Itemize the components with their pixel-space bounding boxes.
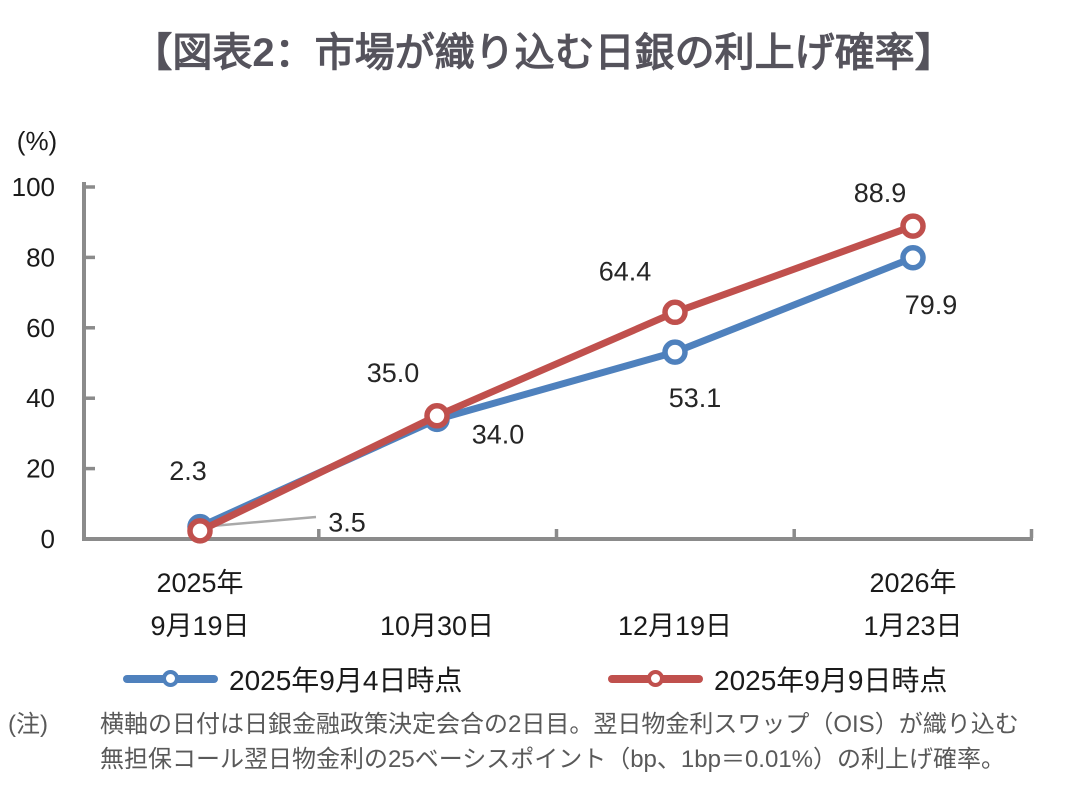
legend-label-0: 2025年9月4日時点 xyxy=(229,665,463,696)
footnote-marker: (注) xyxy=(8,711,48,738)
x-category-label-year: 2025年 xyxy=(156,568,243,598)
data-label-s0-p2: 53.1 xyxy=(669,383,722,413)
y-axis-unit-label: (%) xyxy=(17,126,57,156)
data-point-marker-s1-p0 xyxy=(187,518,213,544)
chart-title: 【図表2：市場が織り込む日銀の利上げ確率】 xyxy=(132,31,955,75)
line-chart: 0 20 40 60 80 100 (%) 2025年 9月19日 10月30日 12月19日 202… xyxy=(12,126,1034,641)
x-category-label-date: 12月19日 xyxy=(618,611,732,641)
data-label-leader-line xyxy=(211,515,317,528)
legend-item-0: 2025年9月4日時点 xyxy=(123,658,462,700)
legend-circle-icon xyxy=(647,670,664,687)
chart-legend: 2025年9月4日時点 2025年9月9日時点 xyxy=(0,658,1087,700)
y-tick-label: 100 xyxy=(12,172,55,202)
legend-marker-icon xyxy=(608,670,703,688)
y-tick-label: 80 xyxy=(26,242,55,272)
y-tick-label: 0 xyxy=(41,524,55,554)
data-label-s1-p1: 35.0 xyxy=(367,358,420,388)
data-label-s0-p3: 79.9 xyxy=(905,290,958,320)
x-category-label-year: 2026年 xyxy=(869,568,956,598)
data-point-marker-s0-p2 xyxy=(662,339,688,365)
x-category-label-date: 10月30日 xyxy=(380,611,494,641)
y-tick-label: 40 xyxy=(26,383,55,413)
data-label-s0-p1: 34.0 xyxy=(472,419,525,449)
data-label-s1-p0: 2.3 xyxy=(169,456,207,486)
data-label-s1-p2: 64.4 xyxy=(599,256,652,286)
series-line-1 xyxy=(196,222,917,535)
data-point-marker-s1-p3 xyxy=(900,213,926,239)
series-line-0 xyxy=(196,254,917,531)
x-category-label-date: 9月19日 xyxy=(150,611,249,641)
y-tick-label: 60 xyxy=(26,313,55,343)
data-label-s1-p3: 88.9 xyxy=(854,178,907,208)
footnote-line1: 横軸の日付は日銀金融政策決定会合の2日目。翌日物金利スワップ（OIS）が織り込む xyxy=(100,711,1019,738)
y-tick-label: 20 xyxy=(26,454,55,484)
data-label-s0-p0: 3.5 xyxy=(328,508,366,538)
footnote: (注) 横軸の日付は日銀金融政策決定会合の2日目。翌日物金利スワップ（OIS）が… xyxy=(8,707,1078,777)
footnote-text: 横軸の日付は日銀金融政策決定会合の2日目。翌日物金利スワップ（OIS）が織り込む… xyxy=(100,707,1078,777)
data-point-marker-s0-p3 xyxy=(900,245,926,271)
legend-label-1: 2025年9月9日時点 xyxy=(714,665,948,696)
legend-marker-icon xyxy=(123,670,218,688)
legend-item-1: 2025年9月9日時点 xyxy=(608,658,947,700)
data-point-marker-s1-p1 xyxy=(424,403,450,429)
data-point-marker-s1-p2 xyxy=(662,299,688,326)
x-category-label-date: 1月23日 xyxy=(863,611,962,641)
legend-circle-icon xyxy=(162,670,179,687)
footnote-line2: 無担保コール翌日物金利の25ベーシスポイント（bp、1bp＝0.01%）の利上げ… xyxy=(100,746,1006,773)
